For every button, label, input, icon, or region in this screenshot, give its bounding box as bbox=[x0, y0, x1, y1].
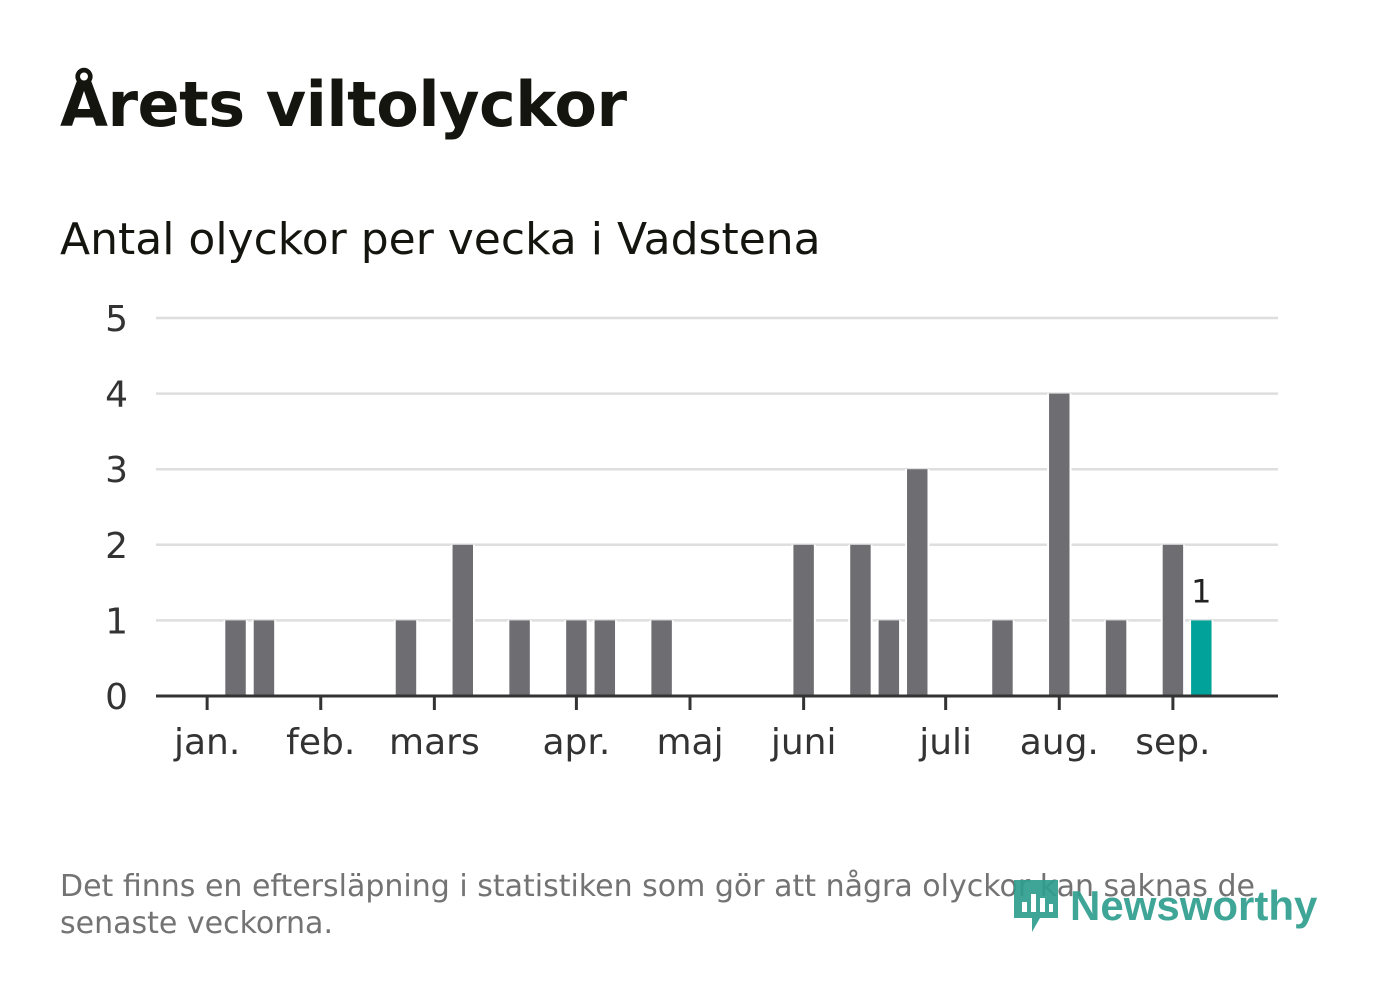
y-tick-label: 2 bbox=[105, 526, 128, 567]
x-tick-label: maj bbox=[656, 722, 723, 763]
bar bbox=[395, 620, 417, 696]
bar bbox=[651, 620, 672, 696]
gridlines bbox=[156, 316, 1278, 622]
bar bbox=[1105, 620, 1127, 696]
y-axis-tick-labels: 0 1 2 3 4 5 bbox=[105, 299, 128, 718]
bar bbox=[594, 620, 616, 696]
bar bbox=[793, 544, 814, 696]
bars bbox=[223, 393, 1214, 696]
chart-title: Årets viltolyckor bbox=[60, 68, 627, 141]
chart-subtitle: Antal olyckor per vecka i Vadstena bbox=[60, 214, 821, 265]
bar bbox=[509, 620, 530, 696]
data-label: 1 bbox=[1191, 572, 1211, 610]
bar bbox=[907, 469, 928, 696]
x-tick-label: aug. bbox=[1020, 722, 1099, 763]
x-tick-label: juni bbox=[770, 722, 837, 763]
x-tick-label: mars bbox=[389, 722, 480, 763]
bar bbox=[225, 620, 246, 696]
bar bbox=[878, 620, 900, 696]
x-tick-label: apr. bbox=[542, 722, 610, 763]
x-tick-label: jan. bbox=[173, 722, 240, 763]
x-tick-label: juli bbox=[918, 722, 972, 763]
bar bbox=[566, 620, 587, 696]
x-axis: jan. feb. mars apr. maj juni juli aug. sep. bbox=[156, 694, 1278, 763]
data-labels: 1 bbox=[1191, 572, 1211, 610]
bar bbox=[452, 544, 474, 696]
y-tick-label: 5 bbox=[105, 299, 128, 340]
bar bbox=[1049, 393, 1070, 696]
y-tick-label: 3 bbox=[105, 450, 128, 491]
bar-highlight bbox=[1191, 620, 1212, 696]
y-tick-label: 0 bbox=[105, 677, 128, 718]
chart-speech-bubble-icon bbox=[1014, 880, 1058, 932]
bar bbox=[992, 620, 1013, 696]
brand-logo: Newsworthy bbox=[1010, 876, 1317, 936]
bar bbox=[1162, 544, 1184, 696]
brand-name: Newsworthy bbox=[1070, 882, 1318, 929]
x-tick-label: sep. bbox=[1135, 722, 1210, 763]
bar bbox=[253, 620, 275, 696]
x-tick-label: feb. bbox=[286, 722, 355, 763]
bar bbox=[850, 544, 871, 696]
y-tick-label: 4 bbox=[105, 375, 128, 416]
y-tick-label: 1 bbox=[105, 601, 128, 642]
